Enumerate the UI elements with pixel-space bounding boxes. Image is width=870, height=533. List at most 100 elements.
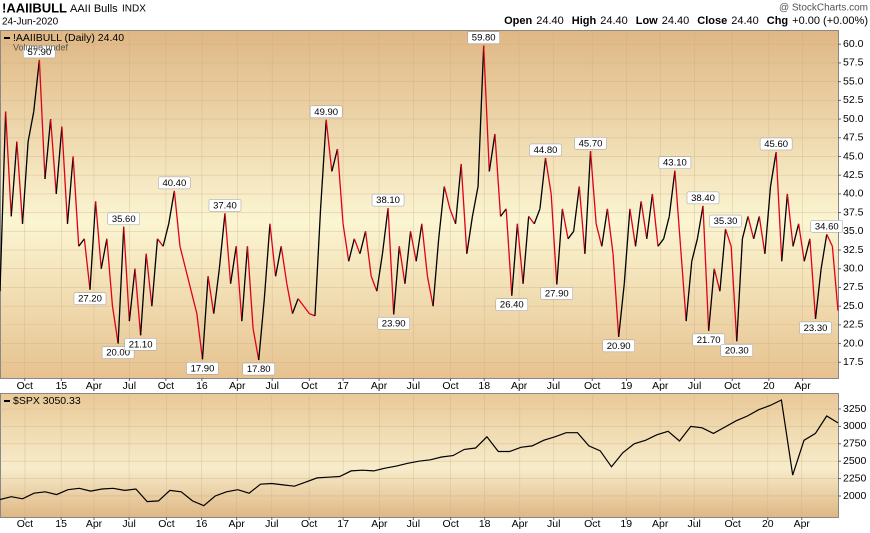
x-tick-label: Oct <box>301 380 317 392</box>
x-tick-label: 16 <box>196 380 208 392</box>
value-label: 34.60 <box>815 221 839 232</box>
line-segment <box>488 133 496 172</box>
x-tick-label: Jul <box>688 380 701 392</box>
line-segment <box>797 223 805 262</box>
value-label-box <box>810 220 844 233</box>
y-tick-label: 3250 <box>843 403 867 415</box>
quote-value: 24.40 <box>600 15 628 27</box>
x-tick-label: Oct <box>17 380 33 392</box>
x-tick-label: Apr <box>794 380 811 392</box>
line-segment <box>511 223 519 296</box>
value-label: 49.90 <box>314 107 338 118</box>
value-label-box <box>158 176 191 190</box>
line-segment <box>466 216 474 254</box>
line-segment <box>460 163 468 254</box>
x-tick-label: Apr <box>229 380 246 392</box>
line-segment <box>696 205 704 239</box>
y-tick-label: 2750 <box>843 438 867 450</box>
value-label-box <box>73 292 107 305</box>
quote-value: 24.40 <box>662 15 690 27</box>
value-label-box <box>186 362 219 375</box>
line-segment <box>550 193 558 285</box>
value-label-box <box>529 143 562 157</box>
line-segment <box>505 208 513 296</box>
quote-label: High <box>572 15 597 27</box>
quote-label: Chg <box>767 15 788 27</box>
quote-value: 24.40 <box>536 15 564 27</box>
quote-label: Open <box>504 15 532 27</box>
x-tick-label: Oct <box>301 518 317 530</box>
line-segment <box>584 151 592 254</box>
value-label: 27.90 <box>545 288 569 299</box>
panel-title: $SPX 3050.33 <box>13 395 81 407</box>
value-label-box <box>686 191 720 205</box>
line-segment <box>297 298 305 307</box>
value-label-box <box>107 212 140 226</box>
line-segment <box>319 119 327 209</box>
line-segment <box>769 151 777 187</box>
symbol: !AAIIBULL <box>2 0 67 15</box>
x-tick-label: Jul <box>547 380 560 392</box>
y-tick-label: 35.0 <box>843 225 864 237</box>
y-tick-label: 22.5 <box>843 319 864 331</box>
line-segment <box>573 186 580 232</box>
line-segment <box>449 208 457 225</box>
line-segment <box>303 305 310 315</box>
line-segment <box>668 170 676 217</box>
line-segment <box>4 111 12 217</box>
line-segment <box>814 268 822 319</box>
value-label: 23.90 <box>382 318 406 329</box>
x-tick-label: 16 <box>196 518 208 530</box>
line-segment <box>173 190 181 247</box>
line-segment <box>674 170 682 247</box>
x-tick-label: Apr <box>652 518 669 530</box>
value-label-box <box>124 338 157 351</box>
line-segment <box>483 45 490 172</box>
value-label-box <box>467 31 500 44</box>
name: AAII Bulls <box>70 3 118 15</box>
line-segment <box>651 193 659 247</box>
line-segment <box>224 213 232 284</box>
value-label-box <box>709 214 742 228</box>
x-tick-label: Oct <box>584 518 600 530</box>
line-segment <box>730 246 738 342</box>
line-segment <box>679 246 687 322</box>
y-tick-label: 37.5 <box>843 206 864 218</box>
value-label: 45.60 <box>764 139 788 150</box>
line-segment <box>44 118 52 179</box>
value-label-box <box>602 339 635 353</box>
y-tick-label: 40.0 <box>843 188 864 200</box>
line-segment <box>38 59 46 179</box>
value-label-box <box>371 193 405 207</box>
line-segment <box>809 238 817 319</box>
panel-aaii: 17.5 20.0 22.5 25.0 27.5 30.0 32.5 35.0 37.5 40.0… <box>0 30 864 392</box>
quote-value: 24.40 <box>731 15 759 27</box>
line-segment <box>49 119 57 194</box>
y-tick-label: 50.0 <box>843 113 864 125</box>
line-segment <box>94 201 102 269</box>
value-label: 20.00 <box>106 348 130 359</box>
line-segment <box>0 111 7 292</box>
line-segment <box>218 213 226 269</box>
quote: Open 24.40 High 24.40 Low 24.40 Close 24.40 Chg +… <box>504 15 868 27</box>
line-segment <box>269 223 277 277</box>
line-segment <box>736 238 744 342</box>
value-label: 40.40 <box>162 178 186 189</box>
line-segment <box>336 148 344 224</box>
x-tick-label: 18 <box>479 518 491 530</box>
value-label: 44.80 <box>534 145 558 156</box>
line-segment <box>528 215 535 225</box>
line-segment <box>55 126 63 194</box>
value-label: 37.40 <box>213 200 237 211</box>
x-tick-label: 15 <box>55 518 67 530</box>
line-segment <box>213 268 220 314</box>
line-segment <box>578 186 586 254</box>
line-segment <box>61 126 69 224</box>
line-segment <box>201 276 209 360</box>
line-segment <box>286 283 294 314</box>
y-tick-label: 17.5 <box>843 356 864 368</box>
x-tick-label: Apr <box>512 518 529 530</box>
line-segment <box>786 193 794 247</box>
line-segment <box>747 216 755 239</box>
